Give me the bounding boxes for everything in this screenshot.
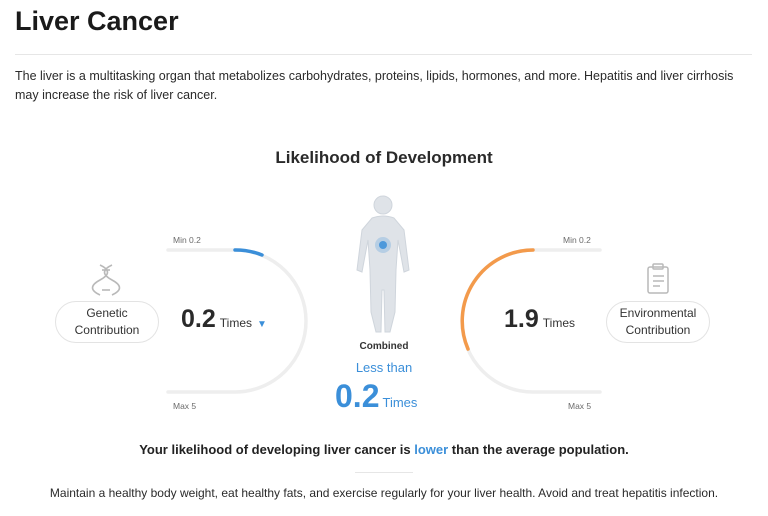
genetic-min-label: Min 0.2 xyxy=(173,235,201,245)
summary-suffix: than the average population. xyxy=(448,442,629,457)
genetic-gauge-fill xyxy=(233,248,264,257)
summary-divider xyxy=(355,472,413,473)
triangle-down-icon: ▼ xyxy=(257,319,267,330)
combined-value-number: 0.2 xyxy=(335,378,380,414)
likelihood-section-title: Likelihood of Development xyxy=(275,148,493,167)
environmental-value-number: 1.9 xyxy=(504,305,539,333)
clipboard-icon xyxy=(647,263,669,294)
environmental-label-line1: Environmental xyxy=(619,306,697,320)
title-divider xyxy=(15,54,752,55)
combined-label: Combined xyxy=(359,341,409,352)
genetic-value: 0.2 Times ▼ xyxy=(181,305,267,334)
environmental-contribution-pill[interactable]: Environmental Contribution xyxy=(606,301,710,343)
page-title: Liver Cancer xyxy=(15,6,179,36)
likelihood-summary: Your likelihood of developing liver canc… xyxy=(0,442,768,457)
genetic-label-line1: Genetic xyxy=(86,306,128,320)
health-advice: Maintain a healthy body weight, eat heal… xyxy=(49,486,719,500)
environmental-value-unit: Times xyxy=(542,316,575,330)
body-figure-icon xyxy=(356,195,410,333)
genetic-value-number: 0.2 xyxy=(181,305,216,333)
liver-marker-dot xyxy=(379,241,387,249)
genetic-label-line2: Contribution xyxy=(74,323,140,337)
summary-prefix: Your likelihood of developing liver canc… xyxy=(139,442,415,457)
summary-highlight: lower xyxy=(414,442,449,457)
environmental-gauge-fill xyxy=(460,248,535,351)
combined-value-unit: Times xyxy=(382,395,418,410)
page-description: The liver is a multitasking organ that m… xyxy=(15,69,734,102)
environmental-label-line2: Contribution xyxy=(625,323,691,337)
environmental-max-label: Max 5 xyxy=(568,401,592,411)
environmental-min-label: Min 0.2 xyxy=(563,235,591,245)
combined-value: 0.2 Times xyxy=(335,378,417,415)
genetic-max-label: Max 5 xyxy=(173,401,197,411)
dna-icon xyxy=(91,264,121,296)
environmental-value: 1.9 Times xyxy=(504,305,575,334)
genetic-contribution-pill[interactable]: Genetic Contribution xyxy=(55,301,159,343)
combined-qualifier: Less than xyxy=(355,360,413,375)
genetic-value-unit: Times xyxy=(219,316,252,330)
